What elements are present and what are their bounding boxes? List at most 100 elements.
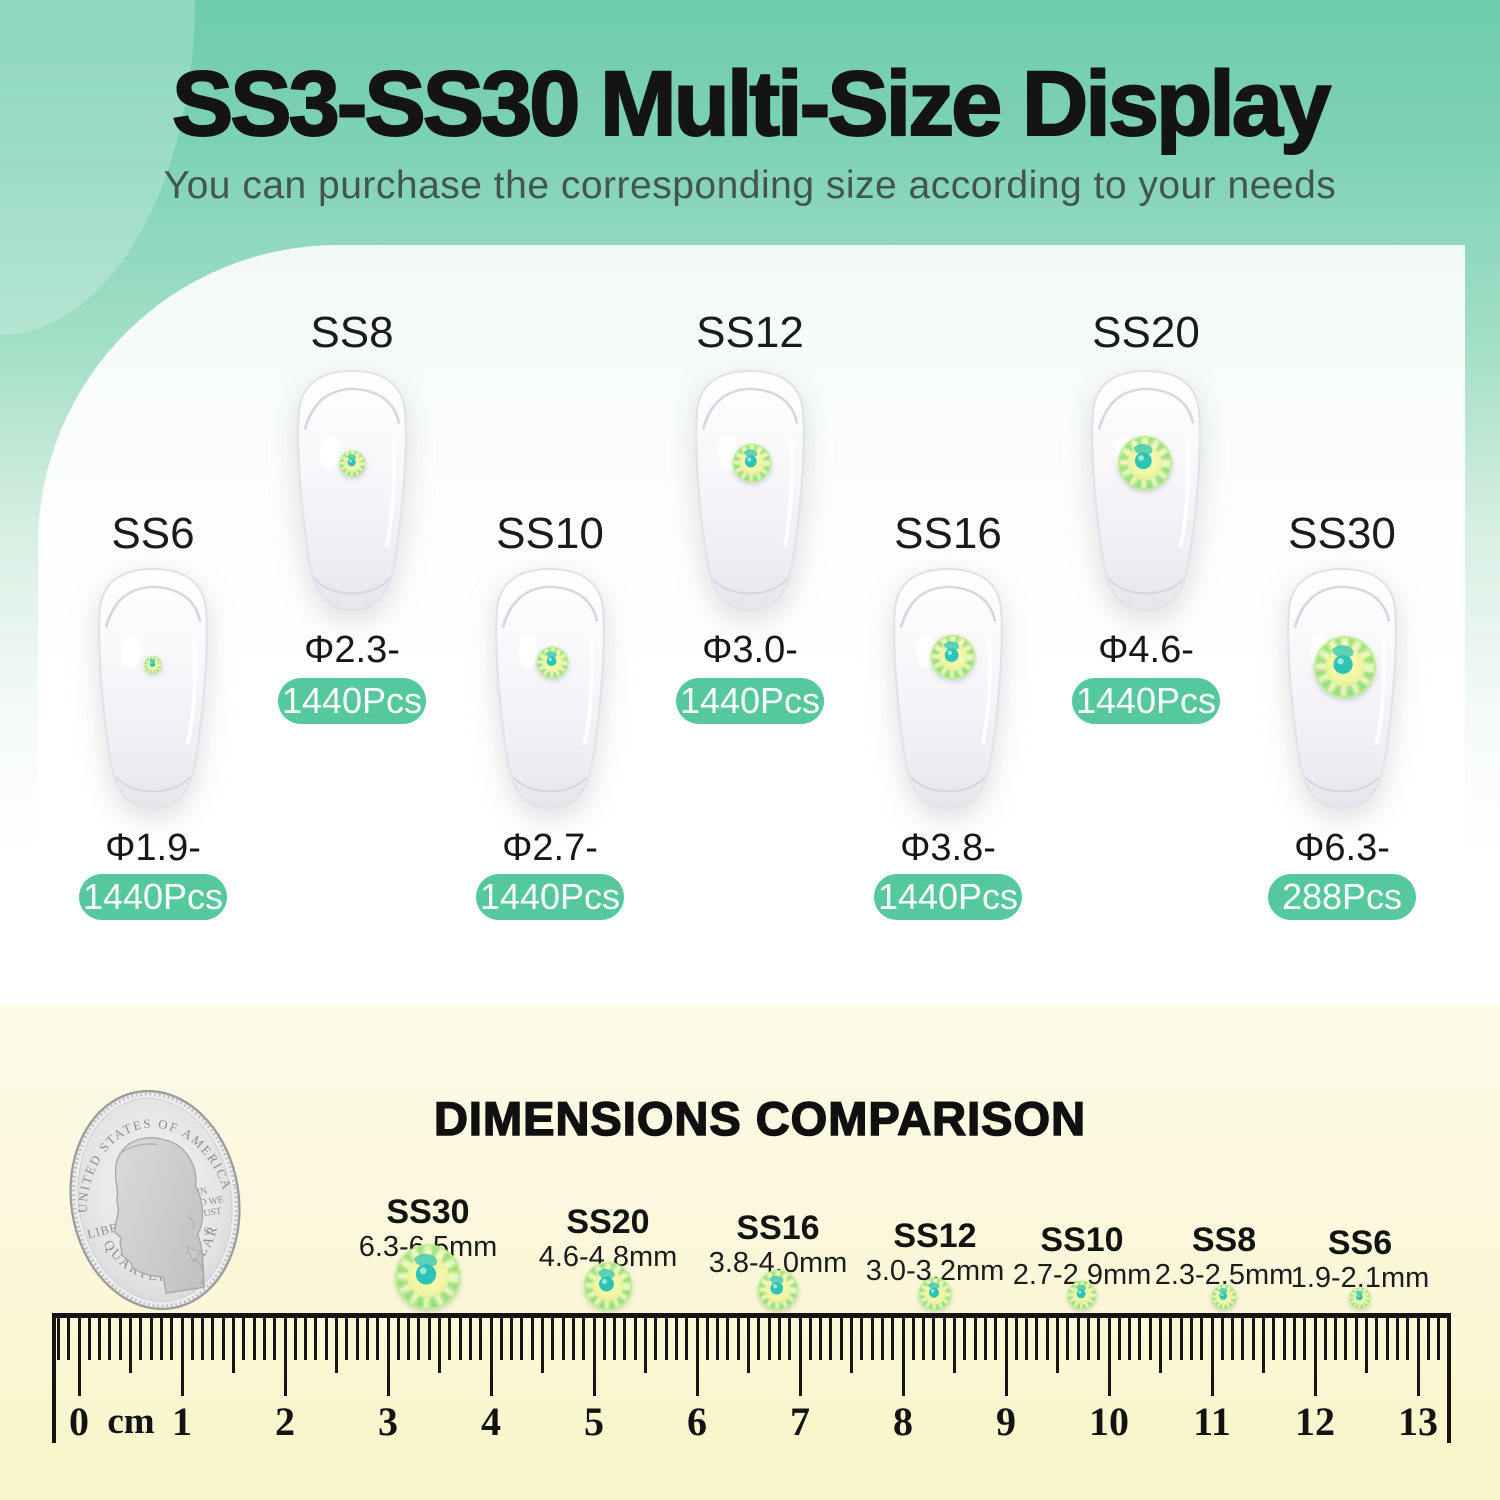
ruler-tick (880, 1318, 884, 1360)
ruler-tick (520, 1318, 524, 1360)
ruler-tick (1231, 1318, 1235, 1360)
ruler-tick (345, 1318, 349, 1360)
ruler-tick (860, 1318, 864, 1360)
ruler-tick (458, 1318, 462, 1360)
rhinestone-gem-icon (536, 646, 569, 679)
ruler-number: 4 (481, 1399, 501, 1444)
size-column-ss30: SS30 Φ6.3-6.5mm 288Pcs (1242, 0, 1442, 940)
ruler-tick (685, 1318, 689, 1360)
ruler-tick (664, 1318, 668, 1360)
comparison-name: SS12 (893, 1217, 977, 1255)
size-column-ss8: SS8 Φ2.3-2.5mm 1440Pcs (252, 0, 452, 940)
ruler-tick (262, 1318, 266, 1360)
comparison-item-ss16: SS16 3.8-4.0mm (688, 1208, 868, 1278)
page-title: SS3-SS30 Multi-Size Display (171, 52, 1332, 156)
ruler-tick (1128, 1318, 1132, 1360)
ruler-tick (891, 1318, 895, 1360)
ruler-tick (1014, 1318, 1018, 1360)
ruler-tick (1385, 1318, 1389, 1360)
rhinestone-gem-icon (1211, 1284, 1237, 1310)
ruler-tick (1313, 1318, 1317, 1396)
comparison-name: SS6 (1327, 1224, 1393, 1262)
ruler-tick (911, 1318, 915, 1360)
size-name-label: SS10 (496, 509, 604, 558)
ruler-tick (242, 1318, 246, 1360)
ruler-tick (324, 1318, 328, 1360)
nail-tip-image (880, 564, 1016, 812)
ruler-tick (489, 1318, 493, 1396)
ruler-tick (1272, 1318, 1276, 1360)
ruler-right-edge (1447, 1313, 1451, 1443)
ruler-tick (1200, 1318, 1204, 1360)
ruler-tick (293, 1318, 297, 1360)
ruler-tick (994, 1318, 998, 1360)
size-column-ss10: SS10 Φ2.7-2.9mm 1440Pcs (450, 0, 650, 940)
ruler-number: 3 (378, 1399, 398, 1444)
ruler-tick (870, 1318, 874, 1360)
ruler-top-bar (52, 1313, 1451, 1318)
comparison-item-ss12: SS12 3.0-3.2mm (845, 1216, 1025, 1286)
ruler-tick (365, 1318, 369, 1360)
size-name-label: SS6 (111, 509, 195, 558)
rhinestone-gem-icon (339, 450, 366, 477)
ruler-tick (232, 1318, 235, 1373)
ruler-number: 0 (69, 1399, 89, 1444)
ruler-tick (705, 1318, 709, 1360)
ruler-tick (87, 1318, 91, 1360)
ruler-tick (355, 1318, 359, 1360)
ruler-tick (438, 1318, 441, 1373)
rhinestone-gem-icon (394, 1243, 462, 1311)
ruler-tick (376, 1318, 380, 1360)
ruler-tick (118, 1318, 122, 1360)
ruler-tick (201, 1318, 205, 1360)
ruler-tick (510, 1318, 514, 1360)
ruler-tick (335, 1318, 338, 1373)
ruler-tick (1169, 1318, 1173, 1360)
ruler-tick (149, 1318, 153, 1360)
comparison-item-ss30: SS30 6.3-6.5mm (338, 1192, 518, 1262)
ruler-tick (417, 1318, 421, 1360)
ruler-tick (757, 1318, 761, 1360)
ruler-tick (1262, 1318, 1265, 1373)
ruler-tick (592, 1318, 596, 1396)
ruler-number: 12 (1295, 1399, 1335, 1444)
ruler-tick (1395, 1318, 1399, 1360)
ruler-left-edge (52, 1313, 56, 1443)
ruler-tick (932, 1318, 936, 1360)
ruler-tick (829, 1318, 833, 1360)
ruler-tick (159, 1318, 163, 1360)
ruler-tick (304, 1318, 308, 1360)
ruler-tick (1107, 1318, 1111, 1396)
ruler-tick (1138, 1318, 1142, 1360)
ruler-tick (1004, 1318, 1008, 1396)
rhinestone-gem-icon (757, 1269, 799, 1311)
ruler-tick (1426, 1318, 1430, 1360)
ruler-number: 5 (584, 1399, 604, 1444)
ruler-tick (211, 1318, 215, 1360)
ruler-tick (221, 1318, 225, 1360)
quantity-badge: 1440Pcs (79, 874, 227, 920)
quantity-badge: 1440Pcs (1072, 678, 1220, 724)
nail-tip-image (284, 366, 420, 614)
ruler-tick (942, 1318, 946, 1360)
rhinestone-gem-icon (1313, 635, 1377, 699)
ruler-tick (1334, 1318, 1338, 1360)
ruler-tick (819, 1318, 823, 1360)
ruler-tick (644, 1318, 647, 1373)
ruler-tick (1210, 1318, 1214, 1396)
size-name-label: SS30 (1288, 509, 1396, 558)
ruler-tick (252, 1318, 256, 1360)
ruler-number: 13 (1398, 1399, 1438, 1444)
ruler-tick (623, 1318, 627, 1360)
ruler-tick (973, 1318, 977, 1360)
ruler-tick (736, 1318, 740, 1360)
ruler-tick (1056, 1318, 1059, 1373)
size-column-ss12: SS12 Φ3.0-3.2mm 1440Pcs (650, 0, 850, 940)
ruler-tick (1045, 1318, 1049, 1360)
ruler-tick (1241, 1318, 1245, 1360)
size-name-label: SS12 (696, 308, 804, 357)
quantity-badge: 1440Pcs (476, 874, 624, 920)
ruler-tick (633, 1318, 637, 1360)
size-name-label: SS8 (310, 308, 394, 357)
ruler-tick (808, 1318, 812, 1360)
